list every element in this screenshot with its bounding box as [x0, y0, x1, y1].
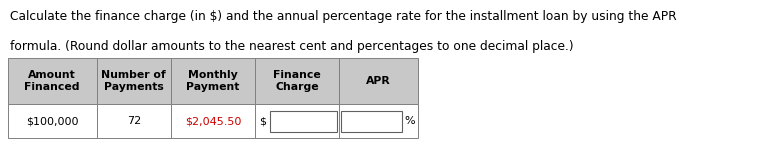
Text: $100,000: $100,000	[26, 116, 78, 126]
Bar	[271, 111, 337, 132]
Text: APR: APR	[366, 76, 391, 86]
Text: $: $	[260, 116, 267, 126]
Bar	[97, 58, 171, 104]
Bar	[8, 104, 97, 138]
Text: 72: 72	[127, 116, 141, 126]
Bar	[340, 104, 418, 138]
Bar	[255, 58, 340, 104]
Text: Number of
Payments: Number of Payments	[102, 70, 166, 92]
Text: Amount
Financed: Amount Financed	[24, 70, 80, 92]
Text: formula. (Round dollar amounts to the nearest cent and percentages to one decima: formula. (Round dollar amounts to the ne…	[10, 40, 574, 53]
Bar	[171, 104, 255, 138]
Bar	[340, 58, 418, 104]
Text: $2,045.50: $2,045.50	[185, 116, 241, 126]
Bar	[171, 58, 255, 104]
Bar	[342, 111, 402, 132]
Bar	[255, 104, 340, 138]
Text: Monthly
Payment: Monthly Payment	[186, 70, 240, 92]
Bar	[8, 58, 97, 104]
Text: %: %	[405, 116, 415, 126]
Bar	[97, 104, 171, 138]
Text: Finance
Charge: Finance Charge	[274, 70, 321, 92]
Text: Calculate the finance charge (in $) and the annual percentage rate for the insta: Calculate the finance charge (in $) and …	[10, 10, 676, 23]
